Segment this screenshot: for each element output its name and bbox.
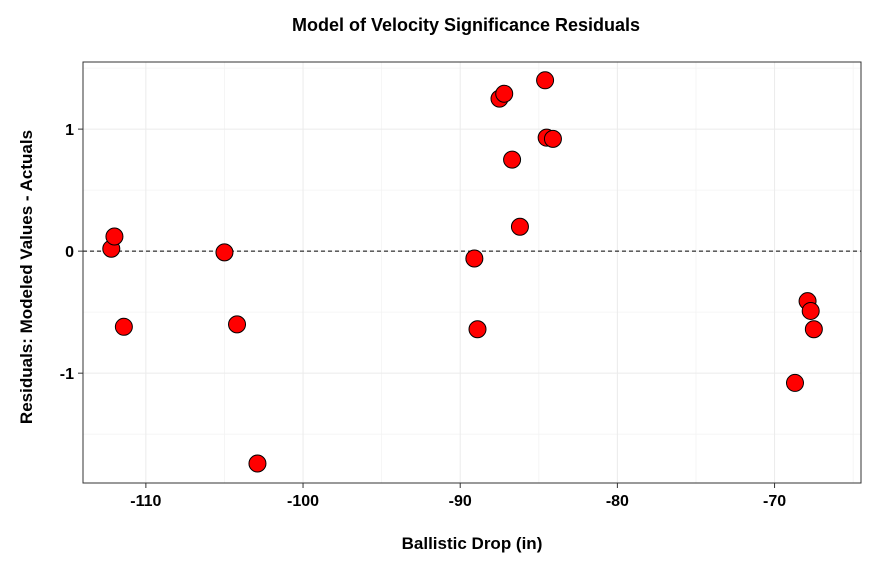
data-point [248,454,267,473]
data-point [804,320,823,339]
chart-title: Model of Velocity Significance Residuals [292,15,640,35]
x-tick-label: -100 [287,493,319,510]
y-axis-title: Residuals: Modeled Values - Actuals [17,130,36,424]
data-point [536,71,555,90]
data-point [510,217,529,236]
data-point [801,301,820,320]
x-tick-label: -80 [606,493,629,510]
y-tick-label: -1 [60,366,74,383]
data-point [228,315,247,334]
y-tick-label: 1 [65,122,74,139]
data-point [215,243,234,262]
data-points [102,71,823,473]
x-axis-title: Ballistic Drop (in) [402,534,543,553]
y-axis: -1 0 1 [60,122,83,383]
grid-lines [83,62,861,483]
data-point [465,249,484,268]
data-point [503,150,522,169]
data-point [468,320,487,339]
x-tick-label: -70 [763,493,786,510]
data-point [114,317,133,336]
data-point [543,129,562,148]
y-tick-label: 0 [65,244,74,261]
x-axis: -110 -100 -90 -80 -70 [130,483,786,510]
data-point [105,227,124,246]
x-tick-label: -110 [130,493,161,510]
data-point [785,373,804,392]
x-tick-label: -90 [449,493,472,510]
data-point [495,84,514,103]
plot-panel-border [82,61,862,484]
